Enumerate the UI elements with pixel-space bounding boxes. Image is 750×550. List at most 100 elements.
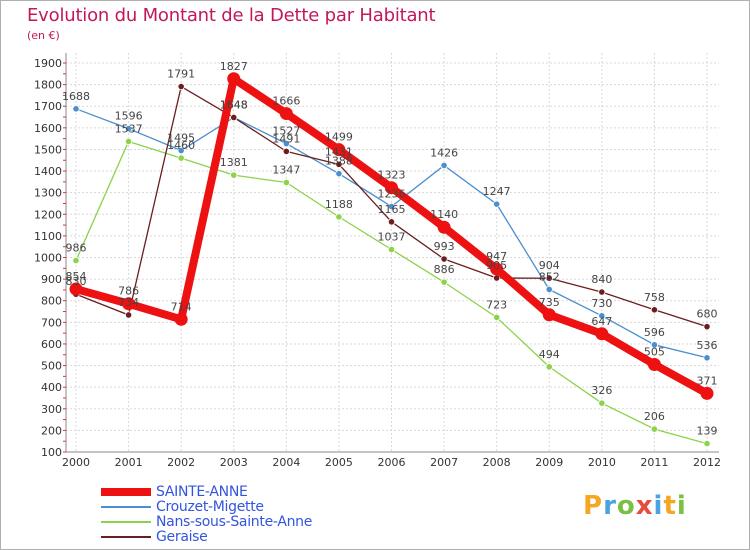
data-point <box>440 278 448 286</box>
data-point <box>72 256 80 265</box>
x-tick-label: 2010 <box>588 456 616 469</box>
data-point <box>69 282 83 296</box>
data-point <box>174 312 188 326</box>
data-point <box>493 313 501 321</box>
data-label: 1666 <box>272 95 300 108</box>
data-label: 326 <box>591 384 612 397</box>
y-tick-label: 100 <box>41 446 62 459</box>
data-label: 1648 <box>220 98 248 111</box>
data-label: 1491 <box>272 132 300 145</box>
x-tick-label: 2007 <box>430 456 458 469</box>
data-label: 947 <box>486 250 507 263</box>
x-tick-label: 2011 <box>640 456 668 469</box>
y-tick-label: 700 <box>41 316 62 329</box>
data-point <box>387 245 396 254</box>
data-point <box>282 178 290 187</box>
y-tick-label: 1900 <box>34 57 62 70</box>
chart-title: Evolution du Montant de la Dette par Hab… <box>27 5 436 26</box>
data-label: 723 <box>486 298 507 311</box>
data-label: 758 <box>644 291 665 304</box>
data-point <box>282 147 290 155</box>
data-point <box>335 160 343 168</box>
x-tick-label: 2002 <box>167 456 195 469</box>
data-point <box>124 311 133 319</box>
y-tick-label: 1300 <box>34 187 62 200</box>
x-tick-label: 2003 <box>220 456 248 469</box>
data-label: 1347 <box>272 164 300 177</box>
data-label: 840 <box>591 273 612 286</box>
chart-subtitle: (en €) <box>27 29 60 42</box>
data-point <box>595 327 609 341</box>
data-point <box>72 105 80 113</box>
legend-swatch <box>101 506 151 508</box>
data-point <box>177 154 185 162</box>
data-label: 1596 <box>115 110 143 123</box>
x-tick-label: 2004 <box>272 456 300 469</box>
data-label: 1499 <box>325 131 353 144</box>
data-label: 371 <box>697 374 718 387</box>
data-label: 830 <box>66 275 87 288</box>
data-point <box>177 146 185 155</box>
data-point <box>332 143 346 157</box>
data-point <box>545 285 553 294</box>
data-point <box>230 171 238 179</box>
data-label: 1527 <box>272 125 300 138</box>
data-point <box>545 274 553 282</box>
legend-swatch <box>101 536 151 538</box>
data-label: 596 <box>644 326 665 339</box>
y-tick-label: 200 <box>41 424 62 437</box>
data-label: 206 <box>644 410 665 423</box>
data-point <box>335 213 343 221</box>
data-point <box>385 181 398 195</box>
data-label: 886 <box>434 263 455 276</box>
data-point <box>335 170 343 178</box>
data-label: 536 <box>697 339 718 352</box>
legend-label: Nans-sous-Sainte-Anne <box>156 514 313 530</box>
data-label: 986 <box>66 242 87 255</box>
x-tick-label: 2008 <box>483 456 511 469</box>
data-label: 1827 <box>220 60 248 73</box>
data-label: 1688 <box>62 90 90 103</box>
data-point <box>650 306 659 314</box>
data-label: 904 <box>539 259 560 272</box>
data-point <box>650 341 659 349</box>
y-tick-label: 1400 <box>34 165 62 178</box>
y-tick-label: 1100 <box>34 230 62 243</box>
y-tick-label: 1000 <box>34 252 62 265</box>
y-tick-label: 800 <box>41 295 62 308</box>
y-tick-label: 600 <box>41 338 62 351</box>
data-point <box>387 202 396 211</box>
data-label: 1165 <box>378 203 406 216</box>
data-point <box>124 137 133 146</box>
data-label: 1426 <box>430 146 458 159</box>
data-label: 714 <box>171 300 192 313</box>
data-label: 1236 <box>378 187 406 200</box>
data-label: 1388 <box>325 155 353 168</box>
data-label: 139 <box>697 425 718 438</box>
legend-label: Crouzet-Migette <box>156 499 264 515</box>
data-point <box>440 255 448 263</box>
data-point <box>545 363 553 371</box>
data-point <box>440 161 448 170</box>
data-label: 1431 <box>325 145 353 158</box>
x-tick-label: 2000 <box>62 456 90 469</box>
data-point <box>598 399 606 407</box>
x-tick-label: 2006 <box>378 456 406 469</box>
data-point <box>703 323 711 331</box>
data-label: 1140 <box>430 208 458 221</box>
y-tick-label: 400 <box>41 381 62 394</box>
data-point <box>598 288 606 296</box>
data-label: 1188 <box>325 198 353 211</box>
data-label: 1037 <box>378 231 406 244</box>
legend-label: Geraise <box>156 529 208 545</box>
legend-label: SAINTE-ANNE <box>156 484 248 500</box>
y-tick-label: 1800 <box>34 79 62 92</box>
data-point <box>230 113 238 122</box>
y-tick-label: 900 <box>41 273 62 286</box>
data-point <box>700 386 714 400</box>
y-tick-label: 1500 <box>34 143 62 156</box>
data-point <box>542 308 556 322</box>
data-point <box>124 125 133 133</box>
